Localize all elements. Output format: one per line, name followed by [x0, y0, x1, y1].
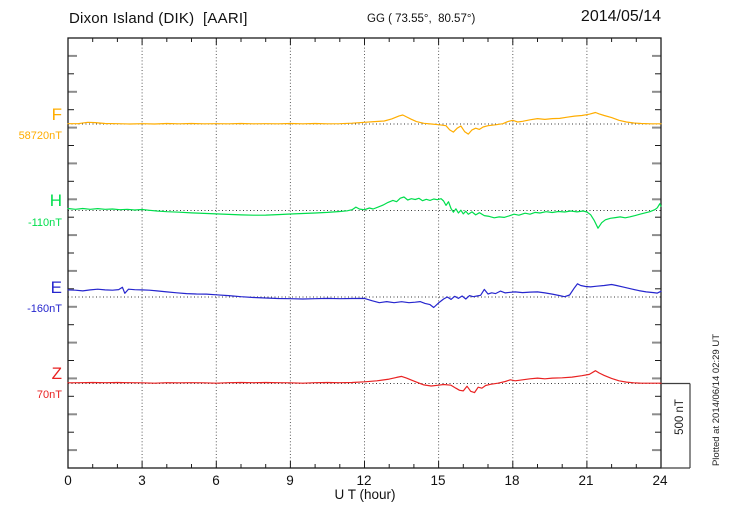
plotted-timestamp-note: Plotted at 2014/06/14 02:29 UT — [711, 333, 722, 467]
trace-F — [67, 111, 662, 135]
x-axis-label: U T (hour) — [334, 487, 396, 502]
channel-label-e: E — [50, 278, 62, 297]
scale-bar-label: 500 nT — [674, 399, 686, 435]
baseline-value-h: -110nT — [27, 217, 62, 229]
trace-H — [67, 196, 662, 229]
geographic-coordinates: GG ( 73.55°, 80.57°) — [367, 13, 476, 25]
baseline-value-z: 70nT — [36, 389, 62, 401]
scale-bar — [661, 382, 691, 469]
trace-Z — [67, 370, 662, 394]
x-tick-9: 9 — [286, 473, 294, 488]
x-tick-6: 6 — [212, 473, 220, 488]
baseline-value-f: 58720nT — [18, 130, 62, 142]
x-tick-15: 15 — [430, 473, 446, 488]
trace-E — [67, 283, 662, 309]
channel-label-f: F — [51, 105, 62, 124]
channel-label-z: Z — [51, 364, 62, 383]
x-tick-12: 12 — [356, 473, 372, 488]
x-tick-18: 18 — [504, 473, 520, 488]
channel-label-h: H — [49, 191, 62, 210]
station-title: Dixon Island (DIK) [AARI] — [69, 10, 248, 27]
x-tick-21: 21 — [578, 473, 594, 488]
plot-frame — [67, 37, 662, 469]
plot-date: 2014/05/14 — [580, 8, 661, 25]
x-tick-0: 0 — [64, 473, 72, 488]
x-tick-3: 3 — [138, 473, 146, 488]
x-tick-24: 24 — [652, 473, 668, 488]
baseline-value-e: -160nT — [27, 303, 62, 315]
